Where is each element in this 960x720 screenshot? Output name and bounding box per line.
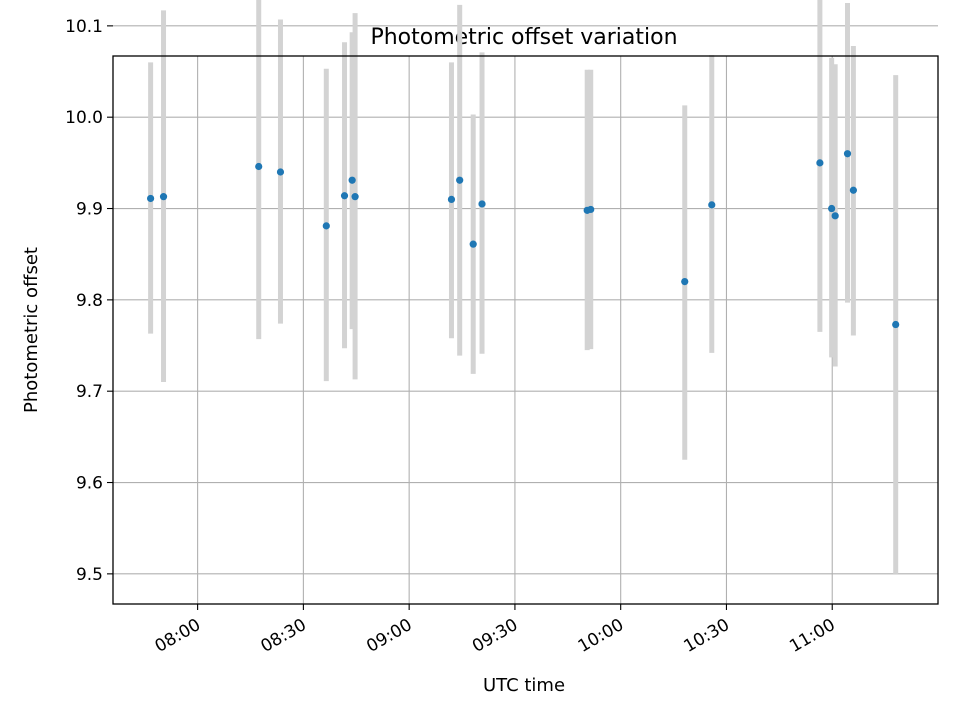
plot-frame — [112, 55, 939, 605]
data-point — [276, 168, 285, 176]
y-tick-label: 9.8 — [76, 291, 103, 311]
y-axis-ticks: 9.5 9.6 9.7 9.8 9.9 10.0 10.1 — [65, 17, 113, 585]
data-point — [849, 186, 857, 194]
data-points — [147, 150, 900, 329]
y-axis-label: Photometric offset — [21, 247, 42, 413]
error-bars — [148, 0, 899, 574]
x-tick-label: 11:00 — [786, 615, 838, 657]
data-point — [456, 176, 464, 184]
data-point — [831, 212, 839, 220]
data-point — [587, 205, 595, 214]
data-point — [843, 150, 852, 158]
data-point — [478, 200, 486, 208]
grid-lines — [113, 25, 938, 604]
data-point — [340, 192, 349, 200]
x-tick-label: 09:30 — [469, 615, 521, 657]
x-axis-ticks: 08:00 08:30 09:00 09:30 10:00 10:30 11:00 — [152, 604, 839, 657]
y-tick-label: 9.6 — [76, 474, 103, 494]
x-tick-label: 10:30 — [681, 615, 733, 657]
y-tick-label: 9.5 — [76, 565, 103, 585]
data-point — [159, 193, 168, 201]
data-point — [681, 277, 689, 286]
data-point — [892, 320, 900, 329]
y-tick-label: 9.9 — [76, 200, 103, 220]
data-point — [147, 194, 155, 203]
data-point — [351, 193, 359, 201]
data-point — [255, 162, 263, 171]
x-tick-label: 09:00 — [363, 615, 415, 657]
y-tick-label: 10.1 — [65, 17, 103, 37]
y-tick-label: 9.7 — [76, 382, 103, 402]
x-axis-label: UTC time — [483, 675, 565, 696]
x-tick-label: 08:30 — [257, 615, 309, 657]
chart-title: Photometric offset variation — [370, 25, 677, 50]
x-tick-label: 08:00 — [152, 615, 204, 657]
y-tick-label: 10.0 — [65, 108, 103, 128]
data-point — [447, 195, 456, 203]
data-point — [828, 204, 836, 213]
data-point — [322, 222, 330, 230]
data-point — [816, 159, 824, 167]
data-point — [348, 176, 356, 184]
data-point — [469, 240, 477, 248]
data-point — [708, 201, 716, 209]
x-tick-label: 10:00 — [575, 615, 627, 657]
